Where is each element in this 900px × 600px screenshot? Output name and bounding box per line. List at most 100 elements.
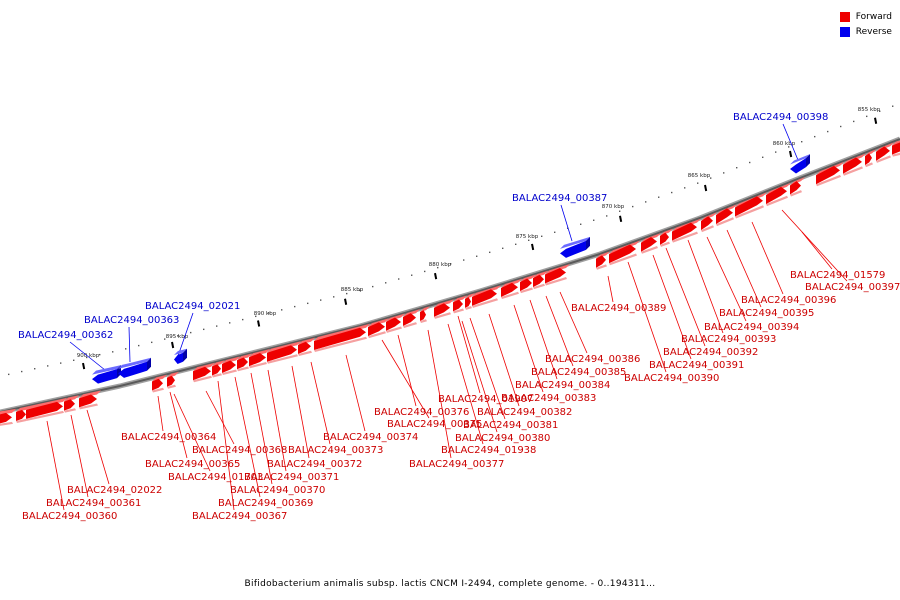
forward-gene — [403, 309, 420, 328]
minor-tick — [645, 201, 647, 203]
forward-swatch — [839, 11, 850, 22]
major-tick — [257, 320, 261, 327]
major-tick — [344, 298, 348, 305]
gene-label: BALAC2494_00361 — [46, 498, 141, 509]
minor-tick — [398, 278, 400, 280]
minor-tick — [320, 299, 322, 301]
forward-gene — [167, 371, 179, 389]
gene-label: BALAC2494_00394 — [704, 322, 799, 333]
forward-gene — [641, 232, 661, 254]
scale-label: 865 kbp — [688, 173, 711, 179]
gene-label: BALAC2494_00389 — [571, 303, 666, 314]
forward-gene — [716, 204, 737, 227]
forward-gene — [434, 299, 454, 319]
minor-tick — [177, 335, 179, 337]
scale-label: 880 kbp — [429, 262, 452, 268]
label-line — [652, 254, 692, 360]
minor-tick — [554, 231, 556, 233]
minor-tick — [710, 177, 712, 179]
minor-tick — [268, 312, 270, 314]
label-line — [46, 420, 65, 511]
forward-gene — [420, 306, 430, 323]
legend-forward-label: Forward — [855, 11, 892, 22]
minor-tick — [112, 351, 114, 353]
minor-tick — [190, 331, 192, 334]
label-line — [560, 204, 573, 242]
minor-tick — [515, 243, 517, 246]
minor-tick — [489, 251, 491, 254]
minor-tick — [229, 322, 231, 324]
minor-tick — [8, 373, 10, 376]
minor-tick — [359, 289, 361, 292]
legend-reverse-label: Reverse — [855, 26, 892, 37]
scale-label: 860 kbp — [773, 141, 796, 147]
minor-tick — [437, 266, 439, 269]
label-lines — [46, 123, 848, 511]
minor-tick — [749, 161, 751, 164]
label-line — [217, 380, 235, 511]
forward-gene — [314, 323, 370, 352]
label-line — [665, 247, 706, 347]
label-line — [427, 329, 452, 459]
minor-tick — [99, 353, 101, 356]
forward-gene — [26, 397, 67, 421]
minor-tick — [476, 255, 478, 257]
forward-gene — [816, 161, 844, 187]
scale-label: 895 kbp — [166, 334, 189, 340]
scale-ticks — [8, 105, 894, 376]
minor-tick — [879, 110, 881, 112]
forward-gene — [843, 153, 866, 176]
label-line — [157, 395, 164, 432]
reverse-gene — [790, 154, 810, 174]
reverse-gene — [118, 357, 151, 378]
minor-tick — [788, 146, 790, 148]
forward-gene — [152, 374, 167, 393]
forward-gene — [212, 360, 225, 378]
forward-gene — [79, 390, 101, 410]
label-line — [607, 275, 614, 303]
minor-tick — [385, 282, 387, 284]
forward-gene — [249, 349, 270, 369]
scale-label: 855 kbp — [858, 107, 881, 113]
label-line — [234, 376, 261, 498]
forward-gene — [16, 405, 30, 424]
label-line — [205, 390, 235, 445]
major-tick — [704, 184, 708, 192]
gene-label: BALAC2494_00380 — [455, 433, 550, 444]
label-line — [169, 391, 188, 459]
label-line — [345, 354, 366, 432]
minor-tick — [736, 167, 738, 169]
minor-tick — [684, 187, 686, 189]
minor-tick — [307, 302, 309, 305]
minor-tick — [814, 135, 816, 138]
minor-tick — [138, 344, 140, 347]
label-line — [69, 341, 106, 371]
forward-gene — [790, 177, 805, 197]
forward-gene — [876, 142, 894, 163]
minor-tick — [47, 365, 49, 367]
scale-label: 900 kbp — [77, 353, 100, 359]
minor-tick — [827, 130, 829, 133]
major-tick — [82, 362, 86, 370]
forward-gene — [701, 212, 717, 233]
minor-tick — [528, 239, 530, 241]
gene-label: BALAC2494_00398 — [733, 112, 828, 123]
label-line — [310, 361, 331, 445]
minor-tick — [281, 309, 283, 311]
forward-gene — [298, 337, 315, 356]
label-line — [457, 315, 481, 394]
label-line — [461, 320, 498, 433]
gene-label: BALAC2494_00374 — [323, 432, 418, 443]
forward-gene — [237, 353, 252, 372]
legend: Forward Reverse — [839, 9, 892, 39]
gene-label: BALAC2494_00372 — [267, 459, 362, 470]
minor-tick — [21, 370, 23, 373]
minor-tick — [216, 325, 218, 327]
forward-gene — [222, 356, 240, 375]
forward-gene — [0, 408, 16, 426]
minor-tick — [463, 259, 465, 261]
minor-tick — [658, 196, 660, 198]
gene-label: BALAC2494_01907 — [438, 394, 533, 405]
forward-gene — [766, 182, 791, 207]
